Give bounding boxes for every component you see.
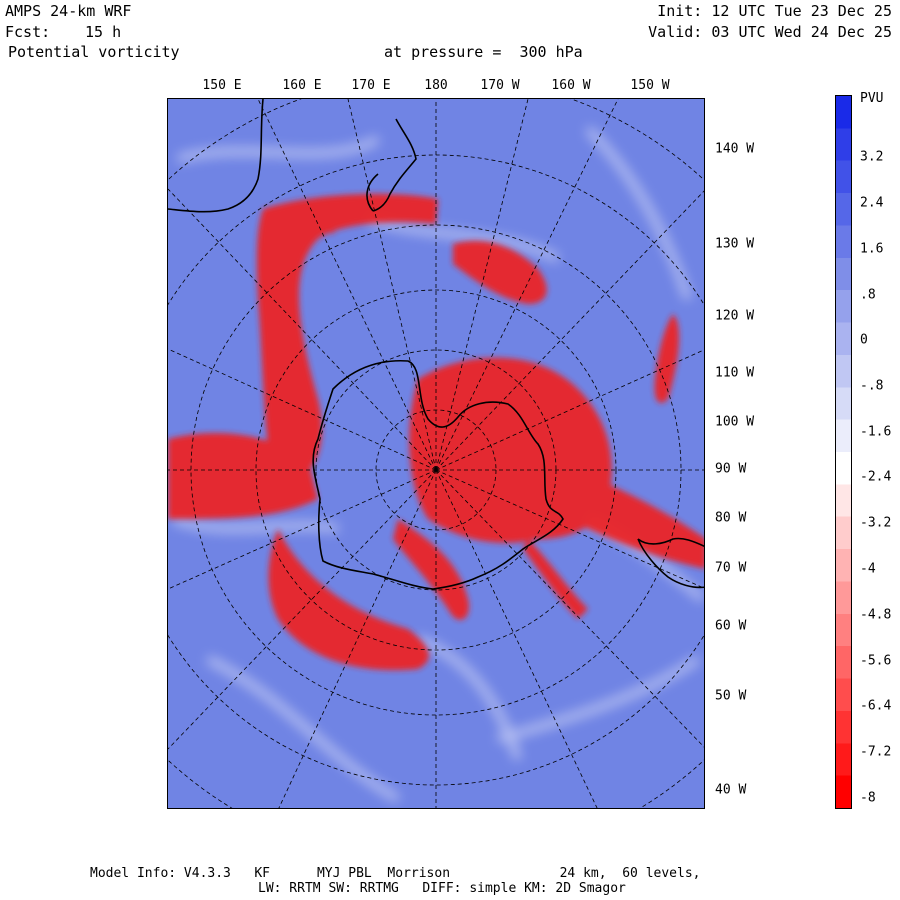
lon-label-160e: 160 E	[282, 78, 322, 93]
lon-label-170w: 170 W	[480, 78, 520, 93]
colorbar-unit: PVU	[860, 91, 884, 106]
init-time: Init: 12 UTC Tue 23 Dec 25	[657, 2, 892, 20]
south-america-coastline	[637, 537, 704, 589]
colorbar-label: 0	[860, 332, 868, 348]
lon-label-170e: 170 E	[351, 78, 391, 93]
field-name: Potential vorticity	[8, 43, 180, 61]
side-label-120w: 120 W	[715, 308, 755, 324]
side-label-60w: 60 W	[715, 618, 747, 634]
colorbar-label: -5.6	[860, 653, 892, 669]
colorbar-label: -2.4	[860, 469, 892, 485]
colorbar-label: -8	[860, 790, 876, 806]
model-info-line1: Model Info: V4.3.3 KF MYJ PBL Morrison 2…	[90, 866, 701, 881]
pv-map-svg	[168, 99, 704, 808]
colorbar-label: 3.2	[860, 149, 884, 165]
lon-label-150w: 150 W	[630, 78, 670, 93]
antarctica-coastline	[312, 359, 564, 590]
side-label-90w: 90 W	[715, 461, 747, 477]
side-label-110w: 110 W	[715, 365, 755, 381]
colorbar-label: -1.6	[860, 424, 892, 440]
side-label-100w: 100 W	[715, 414, 755, 430]
pv-colorbar	[835, 95, 852, 809]
side-label-130w: 130 W	[715, 236, 755, 252]
side-label-80w: 80 W	[715, 510, 747, 526]
model-info-line2: LW: RRTM SW: RRTMG DIFF: simple KM: 2D S…	[258, 881, 626, 896]
lon-label-180: 180	[424, 78, 448, 93]
colorbar-label: -7.2	[860, 744, 892, 760]
colorbar-label: -4.8	[860, 607, 892, 623]
forecast-label: Fcst:	[5, 23, 51, 41]
new-zealand-coastline	[366, 118, 417, 212]
colorbar-label: -.8	[860, 378, 884, 394]
colorbar-label: -4	[860, 561, 876, 577]
pv-map[interactable]	[167, 98, 705, 809]
side-label-140w: 140 W	[715, 141, 755, 157]
pv-negative-regions	[168, 193, 704, 671]
colorbar-label: -6.4	[860, 698, 892, 714]
side-label-50w: 50 W	[715, 688, 747, 704]
side-label-40w: 40 W	[715, 782, 747, 798]
forecast-hour: 15 h	[85, 23, 122, 41]
australia-coastline	[168, 99, 264, 213]
valid-time: Valid: 03 UTC Wed 24 Dec 25	[648, 23, 892, 41]
lon-label-160w: 160 W	[551, 78, 591, 93]
lon-label-150e: 150 E	[202, 78, 242, 93]
side-label-70w: 70 W	[715, 560, 747, 576]
colorbar-label: 2.4	[860, 195, 884, 211]
colorbar-label: .8	[860, 287, 876, 303]
colorbar-label: -3.2	[860, 515, 892, 531]
graticule	[168, 99, 704, 808]
model-title: AMPS 24-km WRF	[5, 2, 132, 20]
colorbar-label: 1.6	[860, 241, 884, 257]
pressure-level: at pressure = 300 hPa	[384, 43, 583, 61]
